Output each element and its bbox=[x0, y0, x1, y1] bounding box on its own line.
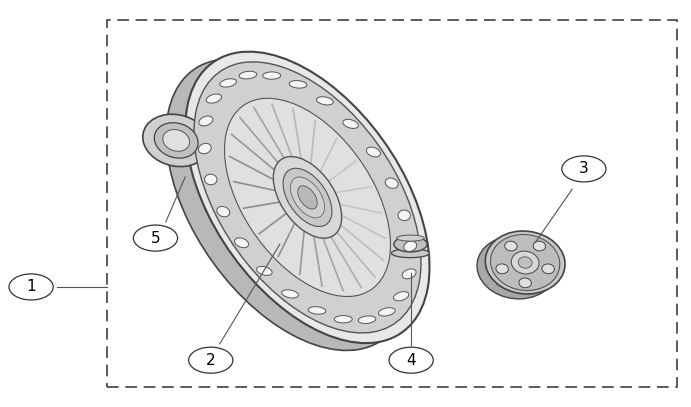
Ellipse shape bbox=[308, 306, 326, 314]
Ellipse shape bbox=[343, 119, 359, 129]
Ellipse shape bbox=[217, 206, 230, 217]
Ellipse shape bbox=[289, 81, 307, 88]
Ellipse shape bbox=[398, 210, 410, 221]
Ellipse shape bbox=[511, 251, 539, 274]
Circle shape bbox=[9, 274, 53, 300]
Ellipse shape bbox=[194, 62, 421, 333]
Ellipse shape bbox=[477, 236, 557, 299]
Bar bbox=[107, 20, 677, 387]
Ellipse shape bbox=[358, 316, 376, 324]
Ellipse shape bbox=[225, 98, 390, 296]
Ellipse shape bbox=[397, 235, 424, 241]
Text: 2: 2 bbox=[206, 353, 216, 368]
Ellipse shape bbox=[274, 157, 341, 238]
Ellipse shape bbox=[485, 231, 565, 294]
Ellipse shape bbox=[519, 278, 531, 288]
Ellipse shape bbox=[385, 178, 398, 188]
Ellipse shape bbox=[491, 234, 560, 291]
Ellipse shape bbox=[263, 72, 281, 79]
Ellipse shape bbox=[256, 266, 272, 276]
Circle shape bbox=[562, 156, 606, 182]
Ellipse shape bbox=[166, 59, 410, 350]
Ellipse shape bbox=[533, 241, 546, 251]
Ellipse shape bbox=[298, 186, 317, 209]
Ellipse shape bbox=[198, 143, 211, 154]
Ellipse shape bbox=[504, 241, 517, 251]
Ellipse shape bbox=[220, 79, 236, 87]
Ellipse shape bbox=[316, 97, 333, 105]
Ellipse shape bbox=[394, 236, 427, 252]
Ellipse shape bbox=[334, 315, 352, 323]
Ellipse shape bbox=[205, 174, 217, 185]
Text: 1: 1 bbox=[26, 280, 36, 294]
Ellipse shape bbox=[283, 168, 332, 227]
Circle shape bbox=[389, 347, 433, 373]
Ellipse shape bbox=[163, 129, 189, 151]
Text: 4: 4 bbox=[406, 353, 416, 368]
Ellipse shape bbox=[199, 116, 213, 126]
Circle shape bbox=[189, 347, 233, 373]
Circle shape bbox=[133, 225, 178, 251]
Ellipse shape bbox=[496, 264, 509, 274]
Ellipse shape bbox=[391, 249, 429, 258]
Text: 5: 5 bbox=[151, 231, 160, 245]
Ellipse shape bbox=[518, 257, 532, 268]
Ellipse shape bbox=[404, 241, 417, 252]
Ellipse shape bbox=[239, 71, 257, 79]
Ellipse shape bbox=[402, 269, 416, 279]
Ellipse shape bbox=[403, 264, 418, 280]
Ellipse shape bbox=[366, 147, 381, 157]
Ellipse shape bbox=[379, 308, 395, 316]
Ellipse shape bbox=[234, 238, 249, 248]
Ellipse shape bbox=[206, 94, 222, 103]
Ellipse shape bbox=[282, 290, 299, 298]
Ellipse shape bbox=[143, 114, 209, 166]
Ellipse shape bbox=[154, 123, 198, 158]
Ellipse shape bbox=[393, 292, 409, 301]
Text: 3: 3 bbox=[579, 162, 589, 176]
Ellipse shape bbox=[542, 264, 554, 274]
Ellipse shape bbox=[290, 177, 325, 218]
Ellipse shape bbox=[185, 52, 430, 343]
